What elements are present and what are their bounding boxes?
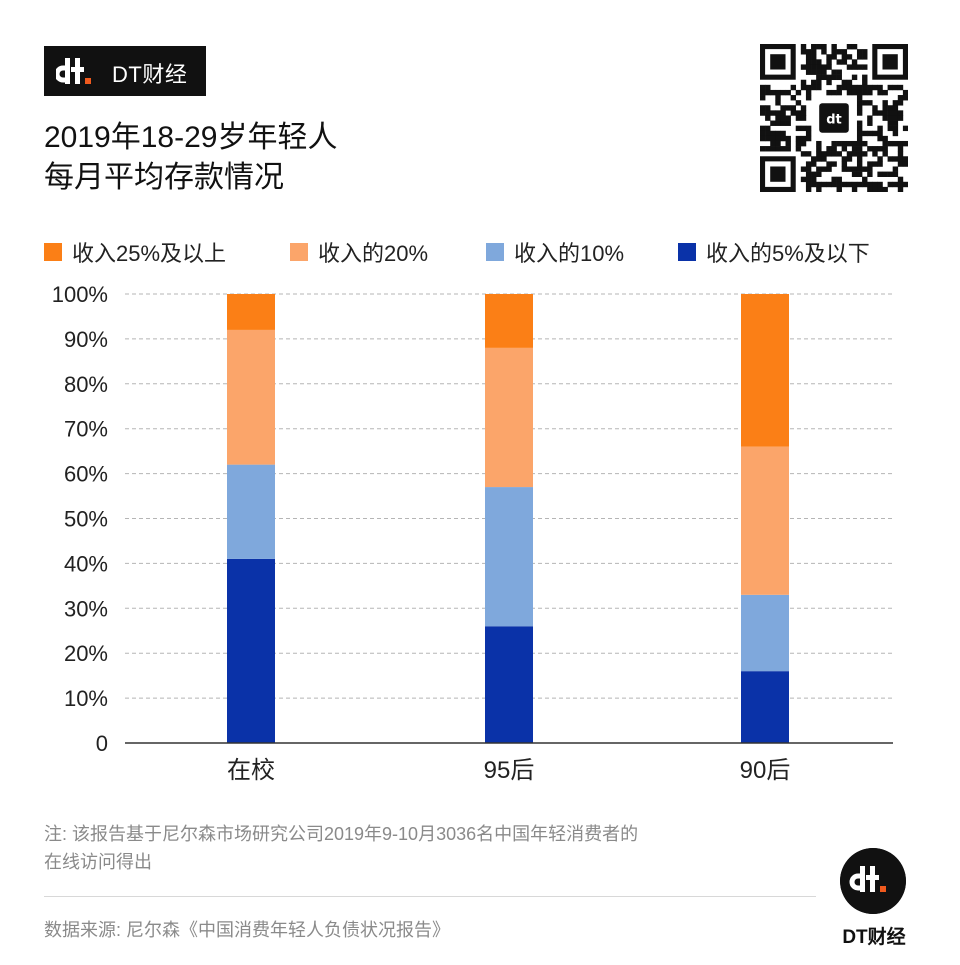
brand-name-footer: DT财经 <box>842 927 906 948</box>
x-tick-label: 95后 <box>484 757 535 784</box>
bar-segment <box>741 294 789 447</box>
title-line-1: 2019年18-29岁年轻人 <box>44 121 338 154</box>
y-tick-label: 50% <box>64 507 108 532</box>
y-tick-label: 40% <box>64 551 108 576</box>
footnote: 注: 该报告基于尼尔森市场研究公司2019年9-10月3036名中国年轻消费者的… <box>44 820 824 876</box>
y-tick-label: 60% <box>64 462 108 487</box>
footnote-line-1: 注: 该报告基于尼尔森市场研究公司2019年9-10月3036名中国年轻消费者的 <box>44 824 639 844</box>
y-tick-label: 80% <box>64 372 108 397</box>
legend-item: 收入的5%及以下 <box>678 236 870 268</box>
y-tick-label: 100% <box>52 282 108 307</box>
chart-title: 2019年18-29岁年轻人 每月平均存款情况 <box>44 118 337 198</box>
y-tick-label: 30% <box>64 596 108 621</box>
legend-item: 收入的10% <box>486 236 624 268</box>
y-tick-label: 0 <box>96 731 108 756</box>
footnote-line-2: 在线访问得出 <box>44 852 152 872</box>
brand-name: DT财经 <box>112 62 188 87</box>
legend-item: 收入25%及以上 <box>44 236 226 268</box>
bar-segment <box>227 464 275 559</box>
legend-label: 收入25%及以上 <box>72 241 227 266</box>
title-line-2: 每月平均存款情况 <box>44 161 284 194</box>
bar-segment <box>741 671 789 743</box>
legend-swatch <box>290 243 308 261</box>
y-tick-label: 10% <box>64 686 108 711</box>
legend-label: 收入的5%及以下 <box>706 241 870 266</box>
y-tick-label: 70% <box>64 417 108 442</box>
brand-logo: DT财经 <box>44 46 206 96</box>
x-tick-label: 在校 <box>227 757 275 784</box>
bar-segment <box>485 487 533 627</box>
legend-swatch <box>678 243 696 261</box>
bar-segment <box>485 294 533 348</box>
footer-divider <box>44 896 816 897</box>
legend-label: 收入的20% <box>318 241 429 266</box>
legend-label: 收入的10% <box>514 241 625 266</box>
y-tick-label: 20% <box>64 641 108 666</box>
bar-segment <box>485 347 533 488</box>
bar-segment <box>227 558 275 743</box>
bar-segment <box>741 594 789 672</box>
dt-logo-icon <box>56 58 91 84</box>
dt-badge-icon <box>840 848 906 914</box>
bar-segment <box>485 626 533 743</box>
chart-legend: 收入25%及以上 收入的20% 收入的10% 收入的5%及以下 <box>44 236 924 270</box>
data-source: 数据来源: 尼尔森《中国消费年轻人负债状况报告》 <box>44 920 450 940</box>
bar-segment <box>227 294 275 330</box>
legend-swatch <box>44 243 62 261</box>
stacked-bar-chart: 0 10% 20% 30% 40% 50% 60% 70% 80% 90% 100% 在校 95后 90后 <box>52 282 893 784</box>
x-tick-label: 90后 <box>740 757 791 784</box>
legend-swatch <box>486 243 504 261</box>
bar-segment <box>741 446 789 595</box>
y-tick-label: 90% <box>64 327 108 352</box>
svg-text:dt: dt <box>826 113 842 128</box>
legend-item: 收入的20% <box>290 236 428 268</box>
qr-code-icon: dt <box>760 44 908 192</box>
bar-segment <box>227 329 275 465</box>
